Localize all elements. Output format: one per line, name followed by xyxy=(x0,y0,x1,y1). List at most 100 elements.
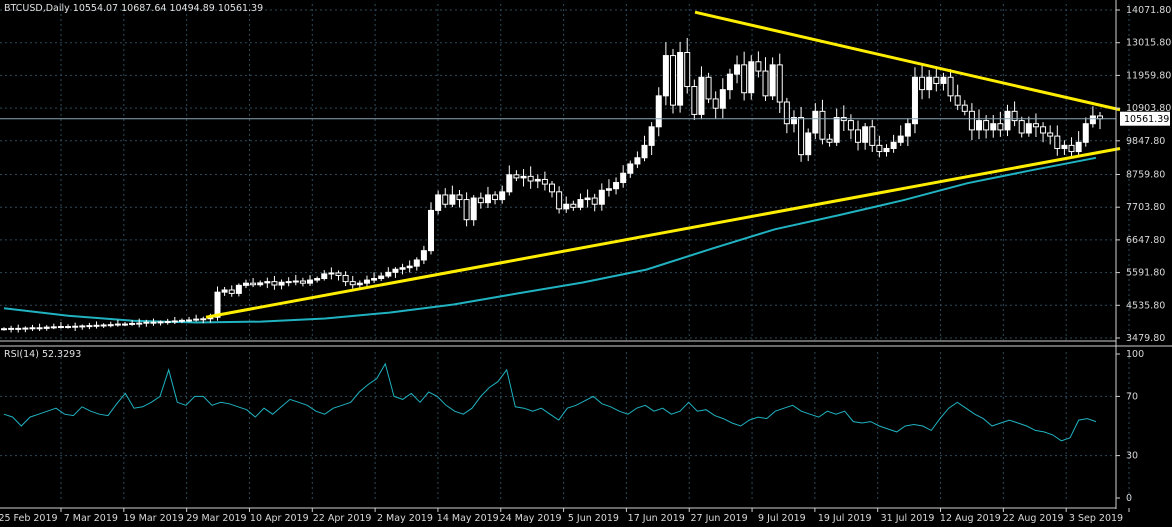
time-tick-label: 12 Aug 2019 xyxy=(940,513,1001,524)
candle-up xyxy=(577,199,584,208)
price-tick-label: 7703.80 xyxy=(1126,202,1165,213)
candle-down xyxy=(712,98,719,109)
grid-lines xyxy=(0,4,1130,500)
rsi-tick-label: 0 xyxy=(1126,493,1132,504)
candle-up xyxy=(698,76,705,115)
candle-down xyxy=(228,289,235,294)
candle-up xyxy=(940,76,947,84)
candle-up xyxy=(314,278,321,281)
candle-down xyxy=(570,203,577,208)
candle-up xyxy=(79,325,86,328)
candle-up xyxy=(242,282,249,286)
candle-up xyxy=(655,95,662,128)
candle-down xyxy=(463,199,470,221)
candle-up xyxy=(470,197,477,221)
last-price-label: 10561.39 xyxy=(1124,114,1169,125)
candle-down xyxy=(705,76,712,100)
candle-down xyxy=(997,123,1004,131)
rsi-line xyxy=(3,362,1097,442)
candle-up xyxy=(157,321,164,324)
candle-up xyxy=(8,327,15,330)
price-tick-label: 10903.80 xyxy=(1126,103,1171,114)
candle-up xyxy=(392,268,399,273)
candle-down xyxy=(299,280,306,284)
candle-up xyxy=(307,279,314,284)
candle-down xyxy=(1040,126,1047,134)
rsi-tick-label: 100 xyxy=(1126,349,1144,360)
candle-down xyxy=(691,86,698,115)
candle-up xyxy=(990,123,997,131)
candle-up xyxy=(890,141,897,149)
candle-up xyxy=(328,272,335,275)
time-tick-label: 9 Jul 2019 xyxy=(758,513,806,524)
time-tick-label: 3 Sep 2019 xyxy=(1069,513,1123,524)
candle-up xyxy=(86,325,93,328)
candle-up xyxy=(620,172,627,184)
candle-up xyxy=(93,324,100,327)
candle-up xyxy=(164,321,171,324)
candle-up xyxy=(1089,115,1096,125)
candle-up xyxy=(1004,110,1011,131)
time-tick-label: 17 Jun 2019 xyxy=(628,513,685,524)
candle-up xyxy=(499,191,506,201)
rsi-panel xyxy=(3,362,1097,442)
time-tick-label: 5 Jun 2019 xyxy=(568,513,619,524)
candle-up xyxy=(235,284,242,294)
price-tick-label: 8759.80 xyxy=(1126,169,1165,180)
candle-up xyxy=(43,326,50,329)
candle-up xyxy=(812,110,819,134)
candle-up xyxy=(627,163,634,174)
moving-average-line xyxy=(3,156,1097,324)
candle-down xyxy=(762,70,769,97)
candle-up xyxy=(1061,144,1068,149)
candle-down xyxy=(983,120,990,131)
candle-down xyxy=(1068,144,1075,153)
candle-up xyxy=(100,324,107,327)
candle-down xyxy=(826,138,833,143)
time-tick-label: 27 Jun 2019 xyxy=(690,513,747,524)
last-price-box xyxy=(1120,111,1170,126)
candle-up xyxy=(385,271,392,277)
candle-down xyxy=(968,110,975,131)
candle-up xyxy=(897,135,904,143)
candle-down xyxy=(1047,132,1054,137)
candle-up xyxy=(292,280,299,283)
candle-down xyxy=(798,117,805,156)
trendlines[interactable] xyxy=(205,10,1121,319)
candle-up xyxy=(399,267,406,270)
candle-down xyxy=(342,274,349,283)
candle-up xyxy=(634,157,641,165)
candle-down xyxy=(847,120,854,131)
candle-up xyxy=(1082,123,1089,143)
candle-up xyxy=(143,321,150,324)
candle-up xyxy=(193,318,200,321)
candle-up xyxy=(178,319,185,322)
candle-up xyxy=(563,203,570,210)
candle-down xyxy=(271,281,278,286)
candle-down xyxy=(121,323,128,326)
current-price-line: 10561.39 xyxy=(0,111,1170,126)
resistance-trendline xyxy=(694,10,1121,112)
time-tick-label: 22 Aug 2019 xyxy=(1003,513,1064,524)
time-tick-label: 29 Mar 2019 xyxy=(186,513,246,524)
candle-down xyxy=(150,321,157,324)
candle-down xyxy=(442,194,449,205)
candle-down xyxy=(933,76,940,84)
candle-down xyxy=(869,126,876,146)
rsi-header-label: RSI(14) 52.3293 xyxy=(4,349,81,360)
price-tick-label: 3479.80 xyxy=(1126,333,1165,344)
candle-down xyxy=(477,197,484,204)
candle-down xyxy=(1032,123,1039,128)
candle-down xyxy=(335,272,342,276)
candle-up xyxy=(976,120,983,131)
time-tick-label: 19 Mar 2019 xyxy=(124,513,184,524)
candle-up xyxy=(413,259,420,267)
candle-up xyxy=(72,325,79,328)
candle-up xyxy=(904,123,911,137)
candle-up xyxy=(534,178,541,182)
candle-up xyxy=(321,273,328,280)
candle-up xyxy=(406,265,413,269)
candle-up xyxy=(371,278,378,281)
rsi-tick-label: 30 xyxy=(1126,451,1138,462)
